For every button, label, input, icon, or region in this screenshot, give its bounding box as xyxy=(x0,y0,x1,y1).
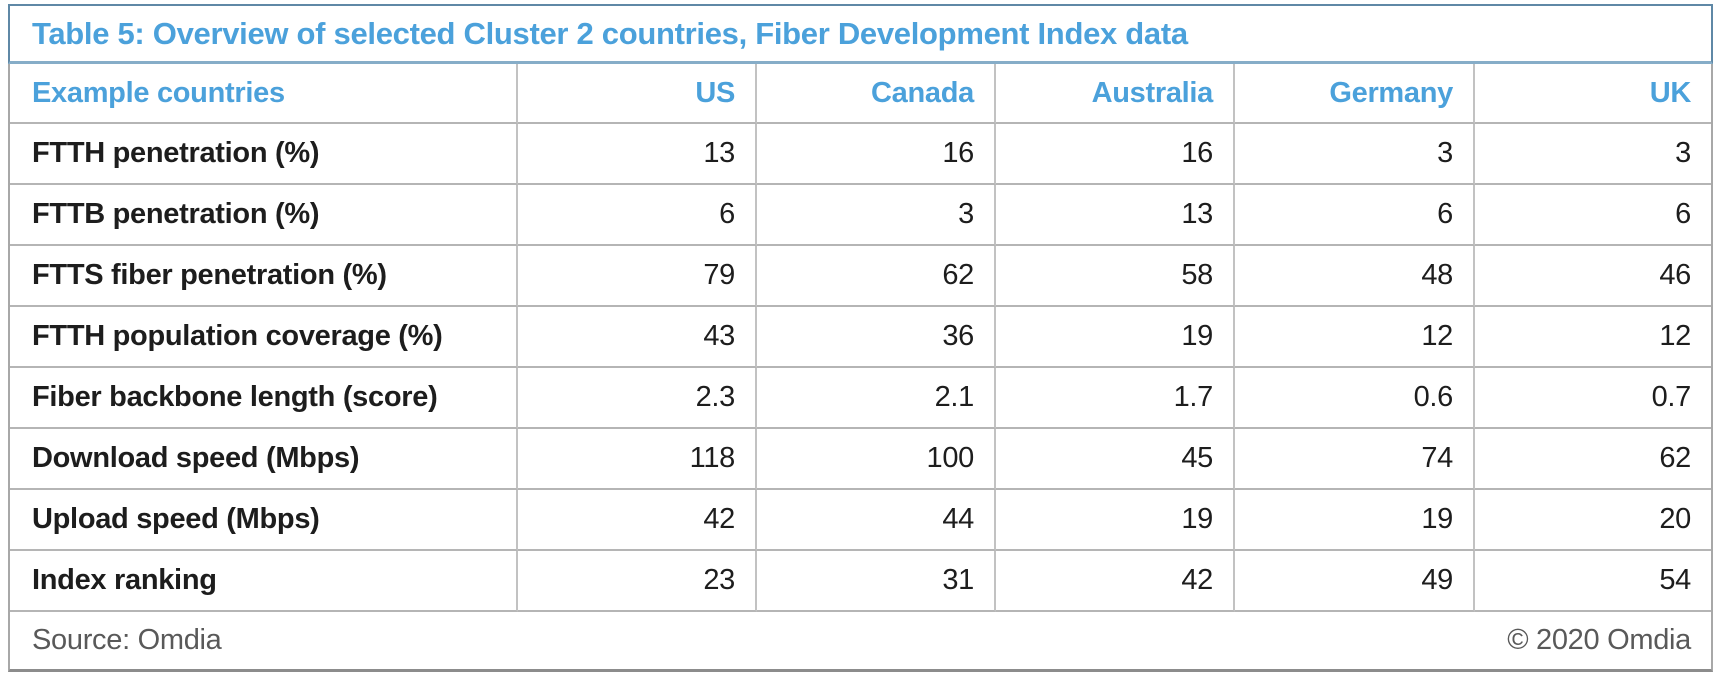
row-label: Download speed (Mbps) xyxy=(10,429,518,490)
cell-value: 19 xyxy=(1235,490,1475,551)
row-label: Fiber backbone length (score) xyxy=(10,368,518,429)
cell-value: 2.3 xyxy=(518,368,757,429)
cell-value: 36 xyxy=(757,307,996,368)
cell-value: 79 xyxy=(518,246,757,307)
cell-value: 48 xyxy=(1235,246,1475,307)
column-header-us: US xyxy=(518,64,757,124)
cell-value: 12 xyxy=(1235,307,1475,368)
cell-value: 16 xyxy=(996,124,1235,185)
row-label: FTTS fiber penetration (%) xyxy=(10,246,518,307)
cell-value: 3 xyxy=(1235,124,1475,185)
cell-value: 0.6 xyxy=(1235,368,1475,429)
table-footer: Source: Omdia © 2020 Omdia xyxy=(8,612,1713,672)
cell-value: 118 xyxy=(518,429,757,490)
cell-value: 49 xyxy=(1235,551,1475,612)
column-header-canada: Canada xyxy=(757,64,996,124)
cell-value: 19 xyxy=(996,490,1235,551)
cell-value: 6 xyxy=(1475,185,1711,246)
fiber-development-index-table: Table 5: Overview of selected Cluster 2 … xyxy=(8,4,1713,672)
cell-value: 45 xyxy=(996,429,1235,490)
cell-value: 46 xyxy=(1475,246,1711,307)
cell-value: 6 xyxy=(518,185,757,246)
table-grid: Example countries US Canada Australia German… xyxy=(8,64,1713,612)
copyright-note: © 2020 Omdia xyxy=(1507,624,1691,656)
cell-value: 54 xyxy=(1475,551,1711,612)
table-title: Table 5: Overview of selected Cluster 2 … xyxy=(8,4,1713,64)
row-label: FTTB penetration (%) xyxy=(10,185,518,246)
row-label: FTTH population coverage (%) xyxy=(10,307,518,368)
cell-value: 3 xyxy=(1475,124,1711,185)
source-note: Source: Omdia xyxy=(32,624,222,656)
cell-value: 42 xyxy=(996,551,1235,612)
row-label: FTTH penetration (%) xyxy=(10,124,518,185)
cell-value: 3 xyxy=(757,185,996,246)
column-header-germany: Germany xyxy=(1235,64,1475,124)
cell-value: 20 xyxy=(1475,490,1711,551)
cell-value: 42 xyxy=(518,490,757,551)
cell-value: 100 xyxy=(757,429,996,490)
row-label: Upload speed (Mbps) xyxy=(10,490,518,551)
column-header-uk: UK xyxy=(1475,64,1711,124)
row-label: Index ranking xyxy=(10,551,518,612)
cell-value: 62 xyxy=(1475,429,1711,490)
cell-value: 13 xyxy=(996,185,1235,246)
header-example-countries: Example countries xyxy=(10,64,518,124)
cell-value: 62 xyxy=(757,246,996,307)
cell-value: 0.7 xyxy=(1475,368,1711,429)
cell-value: 23 xyxy=(518,551,757,612)
cell-value: 58 xyxy=(996,246,1235,307)
cell-value: 12 xyxy=(1475,307,1711,368)
column-header-australia: Australia xyxy=(996,64,1235,124)
cell-value: 2.1 xyxy=(757,368,996,429)
cell-value: 74 xyxy=(1235,429,1475,490)
cell-value: 16 xyxy=(757,124,996,185)
cell-value: 13 xyxy=(518,124,757,185)
cell-value: 43 xyxy=(518,307,757,368)
cell-value: 6 xyxy=(1235,185,1475,246)
cell-value: 19 xyxy=(996,307,1235,368)
cell-value: 1.7 xyxy=(996,368,1235,429)
cell-value: 44 xyxy=(757,490,996,551)
cell-value: 31 xyxy=(757,551,996,612)
